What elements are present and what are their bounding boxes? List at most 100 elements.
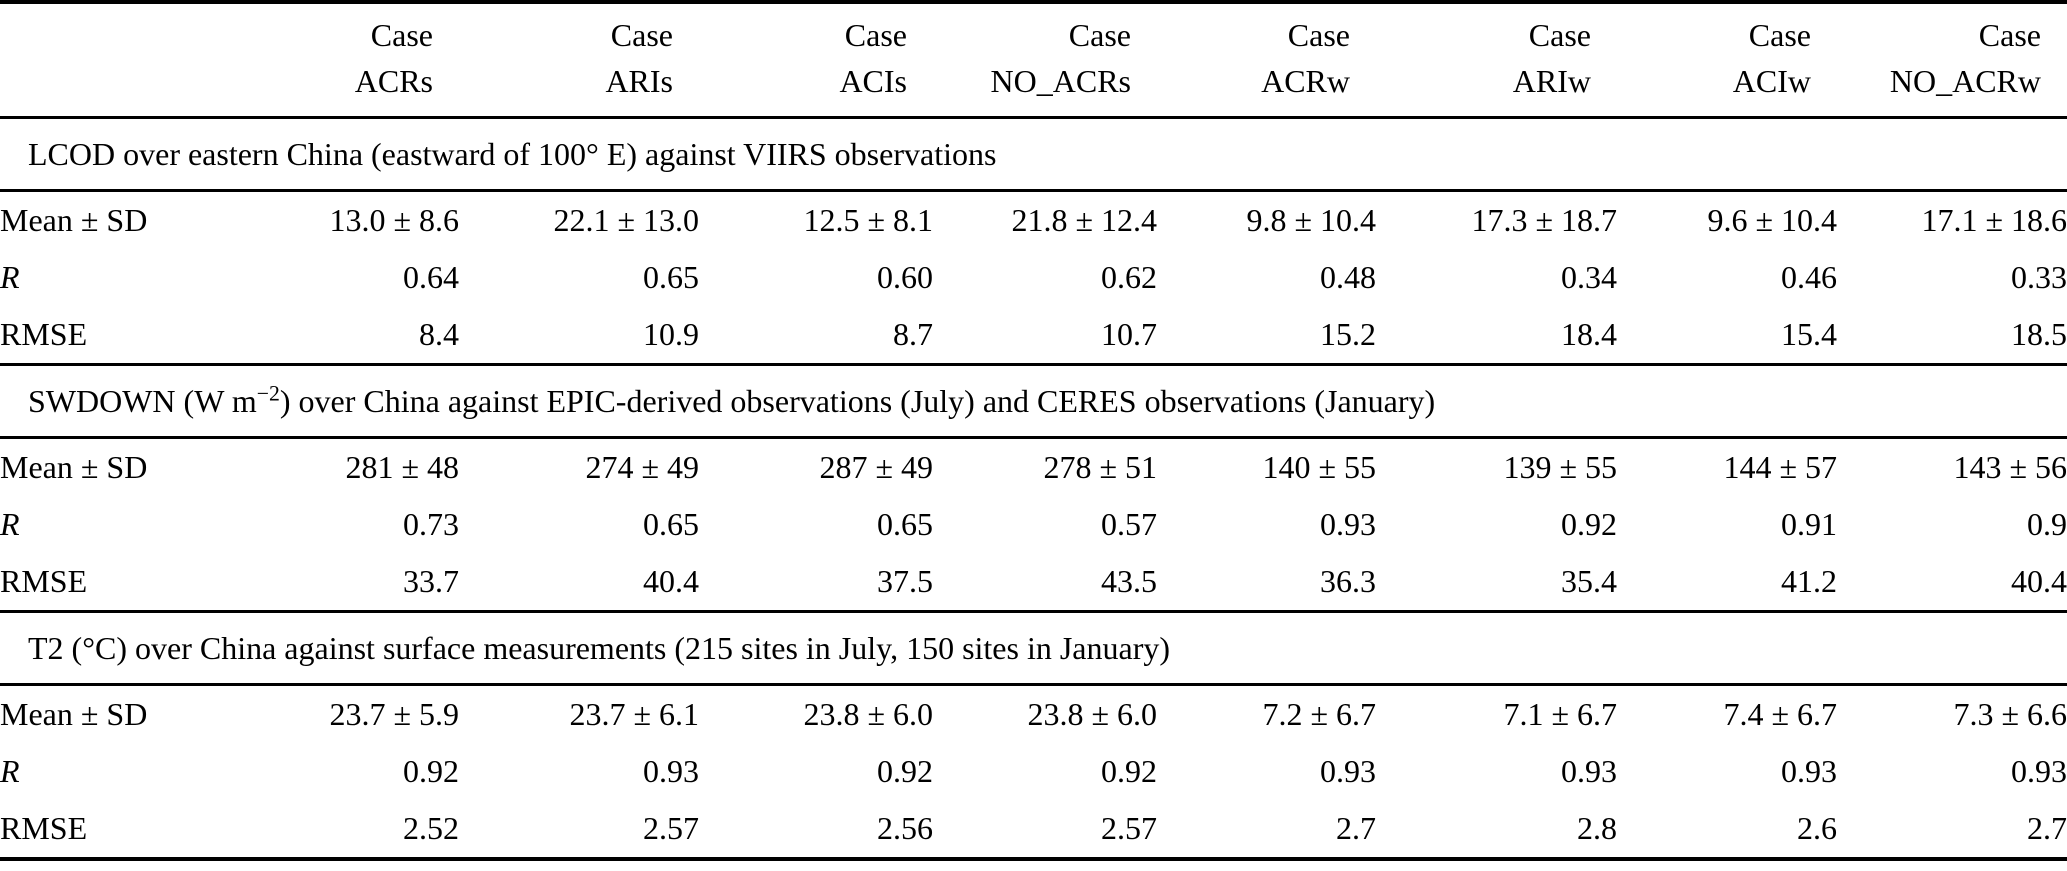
value-cell: 36.3 (1320, 563, 1376, 600)
value-cell: 8.7 (893, 316, 933, 353)
value-cell: 8.4 (419, 316, 459, 353)
value-cell: 2.8 (1577, 810, 1617, 846)
value-cell: 2.7 (1336, 810, 1376, 846)
row-label: Mean ± SD (0, 201, 148, 238)
row-label: R (0, 259, 20, 295)
value-cell: 10.7 (1101, 316, 1157, 353)
header-corner-cell (0, 2, 250, 118)
value-cell: 15.2 (1320, 316, 1376, 353)
column-header: Case ARIw (1376, 2, 1617, 118)
value-cell: 13.0 ± 8.6 (329, 201, 459, 238)
data-row-r: R 0.92 0.93 0.92 0.92 0.93 0.93 0.93 0.9… (0, 743, 2067, 801)
value-cell: 7.2 ± 6.7 (1262, 695, 1376, 732)
section-title-text: LCOD over eastern China (eastward of 100… (28, 135, 997, 172)
value-cell: 2.56 (877, 810, 933, 846)
value-cell: 0.93 (643, 753, 699, 789)
value-cell: 10.9 (643, 316, 699, 353)
value-cell: 0.57 (1101, 506, 1157, 542)
row-label: Mean ± SD (0, 695, 148, 732)
column-header-case: Case (370, 17, 433, 53)
column-header-case: Case (1748, 17, 1811, 53)
value-cell: 23.7 ± 6.1 (569, 695, 699, 732)
value-cell: 17.1 ± 18.6 (1921, 201, 2067, 238)
row-label: R (0, 753, 20, 789)
section-title-text: ) over China against EPIC-derived observ… (279, 382, 1436, 419)
value-cell: 144 ± 57 (1723, 448, 1837, 485)
row-label: RMSE (0, 316, 88, 353)
column-header: Case ARIs (459, 2, 699, 118)
section-title: T2 (°C) over China against surface measu… (0, 610, 2067, 686)
value-cell: 9.8 ± 10.4 (1246, 201, 1376, 238)
value-cell: 0.92 (1561, 506, 1617, 542)
data-row-r: R 0.73 0.65 0.65 0.57 0.93 0.92 0.91 0.9 (0, 496, 2067, 554)
value-cell: 0.92 (1101, 753, 1157, 789)
column-header: Case NO_ACRs (933, 2, 1157, 118)
value-cell: 15.4 (1781, 316, 1837, 353)
value-cell: 12.5 ± 8.1 (803, 201, 933, 238)
value-cell: 0.48 (1320, 259, 1376, 295)
value-cell: 0.93 (2011, 753, 2067, 789)
column-header: Case NO_ACRw (1837, 2, 2067, 118)
column-header-name: NO_ACRw (1889, 63, 2041, 99)
column-header-name: ACIw (1732, 63, 1811, 99)
value-cell: 0.65 (643, 259, 699, 295)
value-cell: 143 ± 56 (1953, 448, 2067, 485)
column-header-name: ACIs (839, 63, 907, 99)
value-cell: 7.3 ± 6.6 (1953, 695, 2067, 732)
column-header: Case ACIw (1617, 2, 1837, 118)
value-cell: 9.6 ± 10.4 (1707, 201, 1837, 238)
column-header-case: Case (1528, 17, 1591, 53)
value-cell: 0.93 (1561, 753, 1617, 789)
value-cell: 140 ± 55 (1262, 448, 1376, 485)
column-header-name: NO_ACRs (990, 63, 1131, 99)
column-header: Case ACRs (250, 2, 459, 118)
value-cell: 35.4 (1561, 563, 1617, 600)
column-header-name: ACRs (354, 63, 433, 99)
value-cell: 21.8 ± 12.4 (1011, 201, 1157, 238)
value-cell: 0.33 (2011, 259, 2067, 295)
value-cell: 18.4 (1561, 316, 1617, 353)
section-title: LCOD over eastern China (eastward of 100… (0, 116, 2067, 192)
value-cell: 2.52 (403, 810, 459, 846)
column-header-name: ARIs (605, 63, 673, 99)
data-row-rmse: RMSE 33.7 40.4 37.5 43.5 36.3 35.4 41.2 … (0, 554, 2067, 612)
table-header-row: Case ACRs Case ARIs Case ACIs Case NO_AC… (0, 2, 2067, 118)
value-cell: 139 ± 55 (1503, 448, 1617, 485)
column-header-name: ACRw (1261, 63, 1350, 99)
value-cell: 40.4 (643, 563, 699, 600)
value-cell: 281 ± 48 (345, 448, 459, 485)
data-row-mean-sd: Mean ± SD 281 ± 48 274 ± 49 287 ± 49 278… (0, 438, 2067, 496)
column-header: Case ACRw (1157, 2, 1376, 118)
section-title-text: SWDOWN (W m (28, 382, 257, 419)
section-title-row-t2: T2 (°C) over China against surface measu… (0, 610, 2067, 686)
value-cell: 274 ± 49 (585, 448, 699, 485)
data-row-mean-sd: Mean ± SD 13.0 ± 8.6 22.1 ± 13.0 12.5 ± … (0, 191, 2067, 249)
column-header-case: Case (844, 17, 907, 53)
column-header-case: Case (1287, 17, 1350, 53)
row-label: Mean ± SD (0, 448, 148, 485)
section-title-row-swdown: SWDOWN (W m−2) over China against EPIC-d… (0, 363, 2067, 439)
value-cell: 7.1 ± 6.7 (1503, 695, 1617, 732)
column-header-case: Case (610, 17, 673, 53)
value-cell: 33.7 (403, 563, 459, 600)
column-header-name: ARIw (1512, 63, 1591, 99)
value-cell: 0.60 (877, 259, 933, 295)
data-row-mean-sd: Mean ± SD 23.7 ± 5.9 23.7 ± 6.1 23.8 ± 6… (0, 685, 2067, 743)
value-cell: 22.1 ± 13.0 (553, 201, 699, 238)
value-cell: 17.3 ± 18.7 (1471, 201, 1617, 238)
value-cell: 0.65 (877, 506, 933, 542)
value-cell: 37.5 (877, 563, 933, 600)
value-cell: 2.6 (1797, 810, 1837, 846)
value-cell: 287 ± 49 (819, 448, 933, 485)
value-cell: 41.2 (1781, 563, 1837, 600)
section-title: SWDOWN (W m−2) over China against EPIC-d… (0, 363, 2067, 439)
value-cell: 0.93 (1781, 753, 1837, 789)
value-cell: 23.8 ± 6.0 (1027, 695, 1157, 732)
value-cell: 43.5 (1101, 563, 1157, 600)
value-cell: 2.57 (643, 810, 699, 846)
data-row-rmse: RMSE 2.52 2.57 2.56 2.57 2.7 2.8 2.6 2.7 (0, 801, 2067, 859)
value-cell: 2.57 (1101, 810, 1157, 846)
section-title-text: T2 (°C) over China against surface measu… (28, 629, 1171, 666)
value-cell: 0.92 (877, 753, 933, 789)
value-cell: 40.4 (2011, 563, 2067, 600)
